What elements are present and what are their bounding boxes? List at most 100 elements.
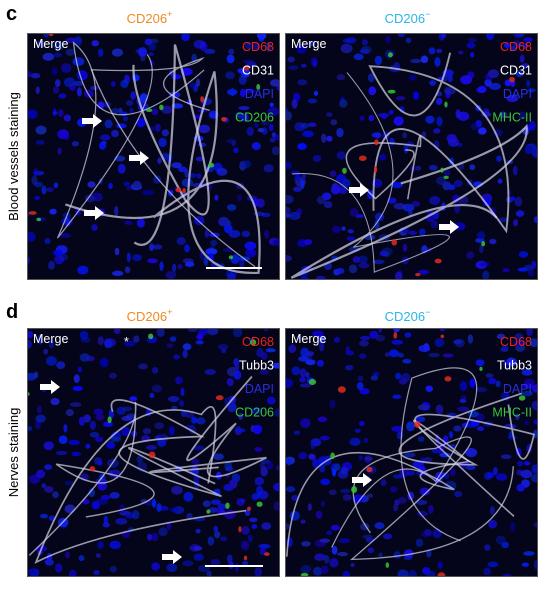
nucleus	[330, 524, 340, 531]
nucleus	[166, 343, 174, 348]
header-sup: −	[425, 9, 430, 19]
nucleus	[521, 562, 530, 567]
nucleus	[285, 161, 292, 170]
nucleus	[506, 357, 517, 367]
nucleus	[51, 67, 58, 76]
nucleus	[82, 498, 90, 505]
nucleus	[111, 270, 124, 277]
nucleus	[175, 376, 181, 385]
nucleus	[124, 266, 131, 274]
nucleus	[64, 133, 70, 141]
nucleus	[63, 424, 68, 433]
speck	[145, 108, 153, 113]
nucleus	[171, 485, 183, 495]
nucleus	[404, 332, 412, 338]
nucleus	[312, 154, 322, 162]
nucleus	[514, 196, 523, 207]
nucleus	[120, 111, 128, 117]
nucleus	[316, 359, 325, 367]
nucleus	[391, 425, 404, 432]
nucleus	[405, 37, 412, 44]
nucleus	[470, 52, 475, 58]
nucleus	[161, 129, 169, 137]
nucleus	[434, 338, 445, 348]
nucleus	[64, 480, 74, 486]
nucleus	[340, 466, 349, 475]
nucleus	[124, 220, 133, 225]
nucleus	[219, 536, 228, 542]
speck	[387, 89, 396, 94]
nucleus	[39, 513, 49, 519]
nucleus	[356, 381, 364, 391]
nucleus	[421, 530, 433, 538]
nucleus	[165, 270, 177, 279]
row-label: Nerves staining	[6, 408, 21, 498]
nucleus	[182, 349, 188, 359]
nucleus	[527, 269, 535, 277]
nucleus	[377, 112, 390, 118]
nucleus	[419, 228, 426, 236]
nucleus	[160, 505, 169, 511]
nucleus	[158, 137, 167, 148]
nucleus	[489, 82, 501, 91]
nucleus	[518, 111, 527, 120]
nucleus	[35, 414, 46, 423]
nucleus	[359, 353, 367, 359]
nucleus	[436, 176, 447, 185]
nucleus	[151, 532, 159, 542]
nucleus	[254, 447, 263, 452]
nucleus	[286, 458, 291, 466]
speck	[215, 395, 224, 401]
nucleus	[27, 568, 36, 574]
nucleus	[214, 531, 221, 539]
speck	[89, 466, 96, 472]
nucleus	[312, 59, 318, 68]
nucleus	[27, 109, 38, 120]
nucleus	[350, 562, 355, 568]
nucleus	[100, 134, 111, 141]
nucleus	[531, 384, 538, 393]
nucleus	[436, 116, 443, 127]
nucleus	[98, 141, 107, 150]
nucleus	[523, 37, 533, 43]
nucleus	[196, 417, 206, 425]
nucleus	[479, 244, 484, 254]
nucleus	[523, 461, 531, 466]
nucleus	[240, 113, 249, 122]
nucleus	[97, 48, 104, 57]
nucleus	[184, 244, 190, 253]
nucleus	[531, 464, 538, 474]
nucleus	[331, 545, 338, 555]
nucleus	[519, 54, 525, 63]
nucleus	[132, 180, 142, 189]
nucleus	[336, 74, 346, 81]
speck	[225, 502, 230, 509]
nucleus	[319, 465, 326, 473]
nucleus	[251, 493, 260, 501]
nucleus	[526, 328, 533, 337]
nucleus	[35, 86, 40, 94]
nucleus	[246, 126, 254, 137]
nucleus	[272, 362, 280, 369]
nucleus	[191, 458, 200, 466]
nucleus	[117, 163, 126, 174]
nucleus	[273, 482, 280, 492]
nucleus	[397, 352, 404, 358]
nucleus	[312, 330, 324, 338]
nucleus	[43, 441, 54, 451]
speck	[373, 166, 378, 174]
nucleus	[228, 229, 241, 238]
nucleus	[521, 63, 529, 69]
nucleus	[301, 173, 306, 181]
nucleus	[235, 111, 242, 119]
marker-label: DAPI	[245, 87, 274, 101]
marker-label: Tubb3	[239, 359, 274, 373]
nucleus	[93, 408, 104, 416]
nucleus	[417, 269, 430, 275]
nucleus	[345, 364, 354, 371]
nucleus	[218, 216, 230, 227]
nucleus	[454, 490, 463, 498]
nucleus	[285, 111, 293, 121]
nucleus	[497, 178, 503, 184]
nucleus	[89, 431, 100, 438]
